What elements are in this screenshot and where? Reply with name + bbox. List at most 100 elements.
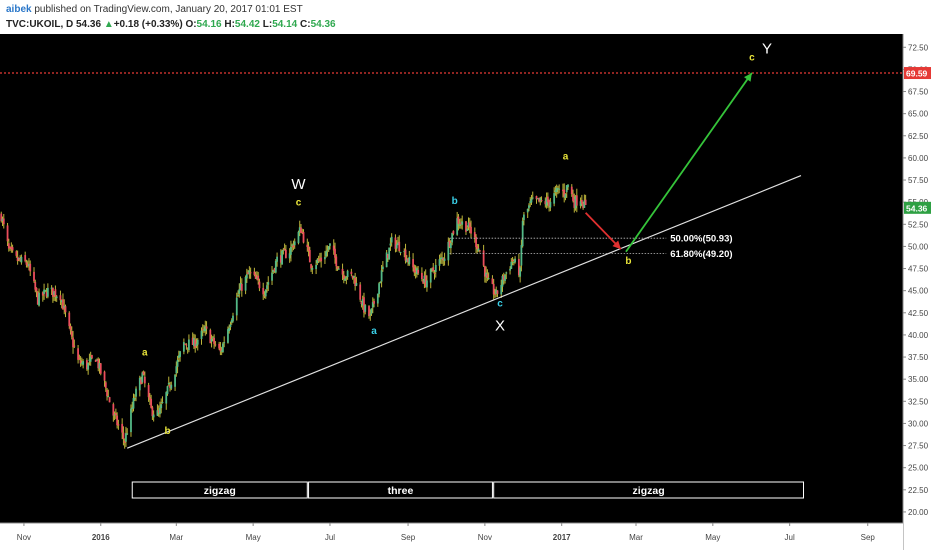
x-tick-label: Mar bbox=[629, 533, 643, 542]
candle-body bbox=[491, 278, 494, 284]
candle-body bbox=[408, 256, 411, 265]
candle-body bbox=[563, 189, 566, 197]
candle-body bbox=[461, 221, 464, 225]
y-tick-label: 42.50 bbox=[908, 309, 929, 318]
projection-arrow[interactable] bbox=[625, 72, 753, 253]
high-value: 54.42 bbox=[234, 19, 260, 30]
candle-body bbox=[389, 243, 392, 246]
candle-body bbox=[580, 199, 583, 204]
candle-body bbox=[290, 246, 292, 255]
candle-body bbox=[266, 285, 268, 290]
date-axis[interactable] bbox=[0, 523, 903, 550]
pattern-box[interactable] bbox=[131, 481, 308, 499]
candle-body bbox=[213, 337, 216, 344]
candle-body bbox=[346, 270, 349, 278]
candle-body bbox=[473, 232, 476, 238]
candle-body bbox=[210, 338, 213, 342]
candle-body bbox=[538, 197, 540, 202]
candle-body bbox=[325, 251, 328, 257]
wave-label: Y bbox=[762, 40, 772, 57]
candle-body bbox=[167, 382, 170, 385]
candle-body bbox=[107, 396, 110, 398]
candle-body bbox=[33, 271, 35, 282]
y-tick-label: 30.00 bbox=[908, 419, 929, 428]
candle-body bbox=[482, 250, 485, 266]
y-tick-label: 50.00 bbox=[908, 242, 929, 251]
candle-body bbox=[281, 250, 284, 265]
candle-body bbox=[46, 287, 49, 297]
candle-body bbox=[152, 414, 155, 418]
author-name[interactable]: aibek bbox=[6, 4, 32, 15]
candle-body bbox=[43, 289, 45, 294]
candle-body bbox=[147, 385, 150, 398]
candle-body bbox=[510, 261, 513, 269]
candle-body bbox=[530, 198, 533, 203]
pattern-box[interactable] bbox=[493, 481, 805, 499]
candle-body bbox=[335, 256, 338, 267]
pattern-box[interactable] bbox=[308, 481, 493, 499]
candle-body bbox=[123, 440, 126, 443]
candle-body bbox=[342, 274, 345, 280]
candle-body bbox=[228, 327, 231, 332]
candle-body bbox=[214, 344, 217, 346]
candle-body bbox=[223, 342, 226, 344]
candle-body bbox=[59, 295, 62, 301]
price-axis[interactable] bbox=[903, 34, 932, 550]
candle-body bbox=[264, 289, 267, 297]
candle-body bbox=[540, 200, 543, 202]
candle-body bbox=[174, 374, 176, 387]
candle-body bbox=[200, 330, 203, 340]
candle-body bbox=[69, 325, 72, 331]
candle-body bbox=[17, 258, 20, 260]
candle-body bbox=[494, 294, 496, 296]
candle-body bbox=[438, 259, 441, 266]
candle-body bbox=[553, 193, 556, 204]
candle-body bbox=[112, 404, 115, 416]
candle-body bbox=[253, 271, 256, 275]
candle-body bbox=[448, 240, 451, 247]
chart-header: aibek published on TradingView.com, Janu… bbox=[0, 0, 932, 34]
candle-body bbox=[166, 386, 169, 395]
x-tick-label: Jul bbox=[785, 533, 795, 542]
candle-body bbox=[582, 203, 585, 209]
x-tick-labels: Nov 2016 Mar May Jul Sep Nov 2017 Mar May Jul Sep bbox=[17, 523, 875, 542]
y-tick-label: 25.00 bbox=[908, 464, 929, 473]
candle-body bbox=[496, 290, 499, 294]
candle-body bbox=[397, 242, 399, 246]
candle-body bbox=[332, 245, 335, 251]
candle-body bbox=[512, 261, 515, 263]
candle-body bbox=[376, 293, 379, 304]
candle-body bbox=[414, 270, 417, 273]
candle-body bbox=[558, 188, 561, 190]
candle-body bbox=[352, 275, 355, 278]
candle-body bbox=[485, 272, 488, 277]
candle-body bbox=[161, 402, 164, 404]
price-tag bbox=[904, 201, 931, 214]
candle-body bbox=[302, 232, 305, 243]
candle-body bbox=[475, 236, 477, 248]
candle-body bbox=[220, 350, 223, 352]
candle-body bbox=[218, 343, 221, 349]
symbol-ohlc-line: TVC:UKOIL, D 54.36 ▲+0.18 (+0.33%) O:54.… bbox=[6, 19, 336, 31]
candle-body bbox=[324, 257, 326, 260]
candle-body bbox=[51, 287, 54, 297]
y-tick-label: 65.00 bbox=[908, 110, 929, 119]
y-tick-label: 47.50 bbox=[908, 265, 929, 274]
candle-body bbox=[334, 248, 336, 258]
candle-body bbox=[245, 274, 248, 279]
candle-body bbox=[394, 237, 397, 249]
candle-body bbox=[398, 241, 401, 252]
candle-body bbox=[91, 355, 93, 359]
high-label: H: bbox=[224, 19, 235, 30]
candle-body bbox=[11, 247, 14, 251]
projection-arrow[interactable] bbox=[584, 212, 622, 250]
candle-body bbox=[175, 366, 178, 374]
trendline[interactable] bbox=[126, 175, 802, 449]
candle-body bbox=[121, 423, 124, 433]
pattern-boxes: zigzag three zigzag bbox=[131, 481, 805, 499]
candle-body bbox=[96, 359, 98, 361]
candle-body bbox=[476, 246, 479, 250]
candle-body bbox=[131, 407, 134, 409]
candle-body bbox=[254, 274, 257, 279]
